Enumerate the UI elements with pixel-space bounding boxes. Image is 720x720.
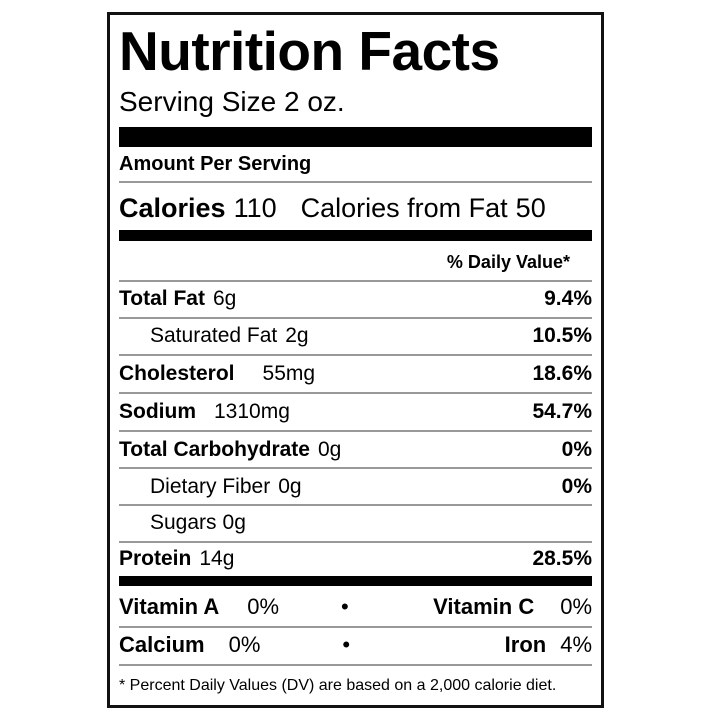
calories-from-fat-label: Calories from Fat xyxy=(300,192,508,223)
nutrient-dv: 18.6% xyxy=(532,362,592,385)
nutrient-row-sugars: Sugars 0g xyxy=(119,505,592,541)
label-title: Nutrition Facts xyxy=(119,20,500,82)
nutrient-row-cholesterol: Cholesterol 55mg 18.6% xyxy=(119,356,592,392)
nutrient-amount: 0g xyxy=(278,475,302,498)
divider xyxy=(119,541,592,543)
iron-label: Iron xyxy=(504,632,547,657)
nutrient-label: Protein xyxy=(119,547,192,570)
nutrient-label: Total Carbohydrate xyxy=(119,438,310,461)
nutrient-row-total-carbohydrate: Total Carbohydrate 0g 0% xyxy=(119,432,592,468)
divider xyxy=(119,664,592,666)
vitamin-c-value: 0% xyxy=(560,594,592,619)
divider xyxy=(119,430,592,432)
nutrient-row-saturated-fat: Saturated Fat 2g 10.5% xyxy=(119,318,592,354)
daily-value-header-text: % Daily Value* xyxy=(446,251,570,272)
amount-per-serving: Amount Per Serving xyxy=(119,148,592,180)
vitamin-row-2: Calcium 0% • Iron 4% xyxy=(119,627,592,663)
footnote: * Percent Daily Values (DV) are based on… xyxy=(119,671,592,701)
divider xyxy=(119,317,592,319)
vitamin-c-label: Vitamin C xyxy=(433,594,535,619)
nutrition-facts-label: Nutrition Facts Serving Size 2 oz. Amoun… xyxy=(107,12,604,708)
thick-divider xyxy=(119,127,592,147)
nutrient-dv: 10.5% xyxy=(532,324,592,347)
nutrient-label: Dietary Fiber xyxy=(150,475,271,498)
nutrient-row-protein: Protein 14g 28.5% xyxy=(119,541,592,577)
divider xyxy=(119,467,592,469)
medium-divider xyxy=(119,576,592,586)
divider xyxy=(119,504,592,506)
nutrient-label: Sugars xyxy=(150,511,217,534)
daily-value-header: % Daily Value* xyxy=(119,244,592,280)
divider xyxy=(119,354,592,356)
nutrient-dv: 0% xyxy=(561,438,592,461)
nutrient-amount: 0g xyxy=(222,511,246,534)
footnote-text: * Percent Daily Values (DV) are based on… xyxy=(119,677,557,694)
calories-from-fat-value: 50 xyxy=(515,192,546,223)
nutrient-amount: 1310mg xyxy=(214,400,290,423)
divider xyxy=(119,280,592,282)
vitamin-a-label: Vitamin A xyxy=(119,594,220,619)
nutrient-amount: 55mg xyxy=(262,362,316,385)
nutrient-row-sodium: Sodium 1310mg 54.7% xyxy=(119,394,592,430)
bullet-separator: • xyxy=(342,632,351,657)
divider xyxy=(119,392,592,394)
divider xyxy=(119,181,592,183)
iron-value: 4% xyxy=(560,632,592,657)
nutrient-label: Total Fat xyxy=(119,287,205,310)
calcium-value: 0% xyxy=(228,632,261,657)
nutrient-label: Saturated Fat xyxy=(150,324,278,347)
bullet-separator: • xyxy=(341,594,349,619)
calories-value: 110 xyxy=(233,192,277,223)
nutrient-amount: 0g xyxy=(317,438,342,461)
calories-label: Calories xyxy=(119,192,226,223)
nutrient-row-dietary-fiber: Dietary Fiber 0g 0% xyxy=(119,469,592,505)
nutrient-label: Cholesterol xyxy=(119,362,235,385)
nutrient-dv: 9.4% xyxy=(544,287,592,310)
nutrient-row-total-fat: Total Fat 6g 9.4% xyxy=(119,281,592,317)
amount-per-serving-text: Amount Per Serving xyxy=(119,152,312,175)
vitamin-a-value: 0% xyxy=(247,594,280,619)
calcium-label: Calcium xyxy=(119,632,205,657)
medium-divider xyxy=(119,230,592,241)
nutrient-dv: 0% xyxy=(561,475,592,498)
serving-size: Serving Size 2 oz. xyxy=(119,86,345,117)
vitamin-row-1: Vitamin A 0% • Vitamin C 0% xyxy=(119,589,592,625)
nutrient-amount: 14g xyxy=(199,547,235,570)
nutrient-label: Sodium xyxy=(119,400,196,423)
nutrient-dv: 54.7% xyxy=(532,400,592,423)
nutrient-dv: 28.5% xyxy=(532,547,592,570)
nutrient-amount: 6g xyxy=(212,287,237,310)
divider xyxy=(119,626,592,628)
nutrient-amount: 2g xyxy=(285,324,309,347)
calories-row: Calories 110 Calories from Fat 50 xyxy=(119,189,592,227)
